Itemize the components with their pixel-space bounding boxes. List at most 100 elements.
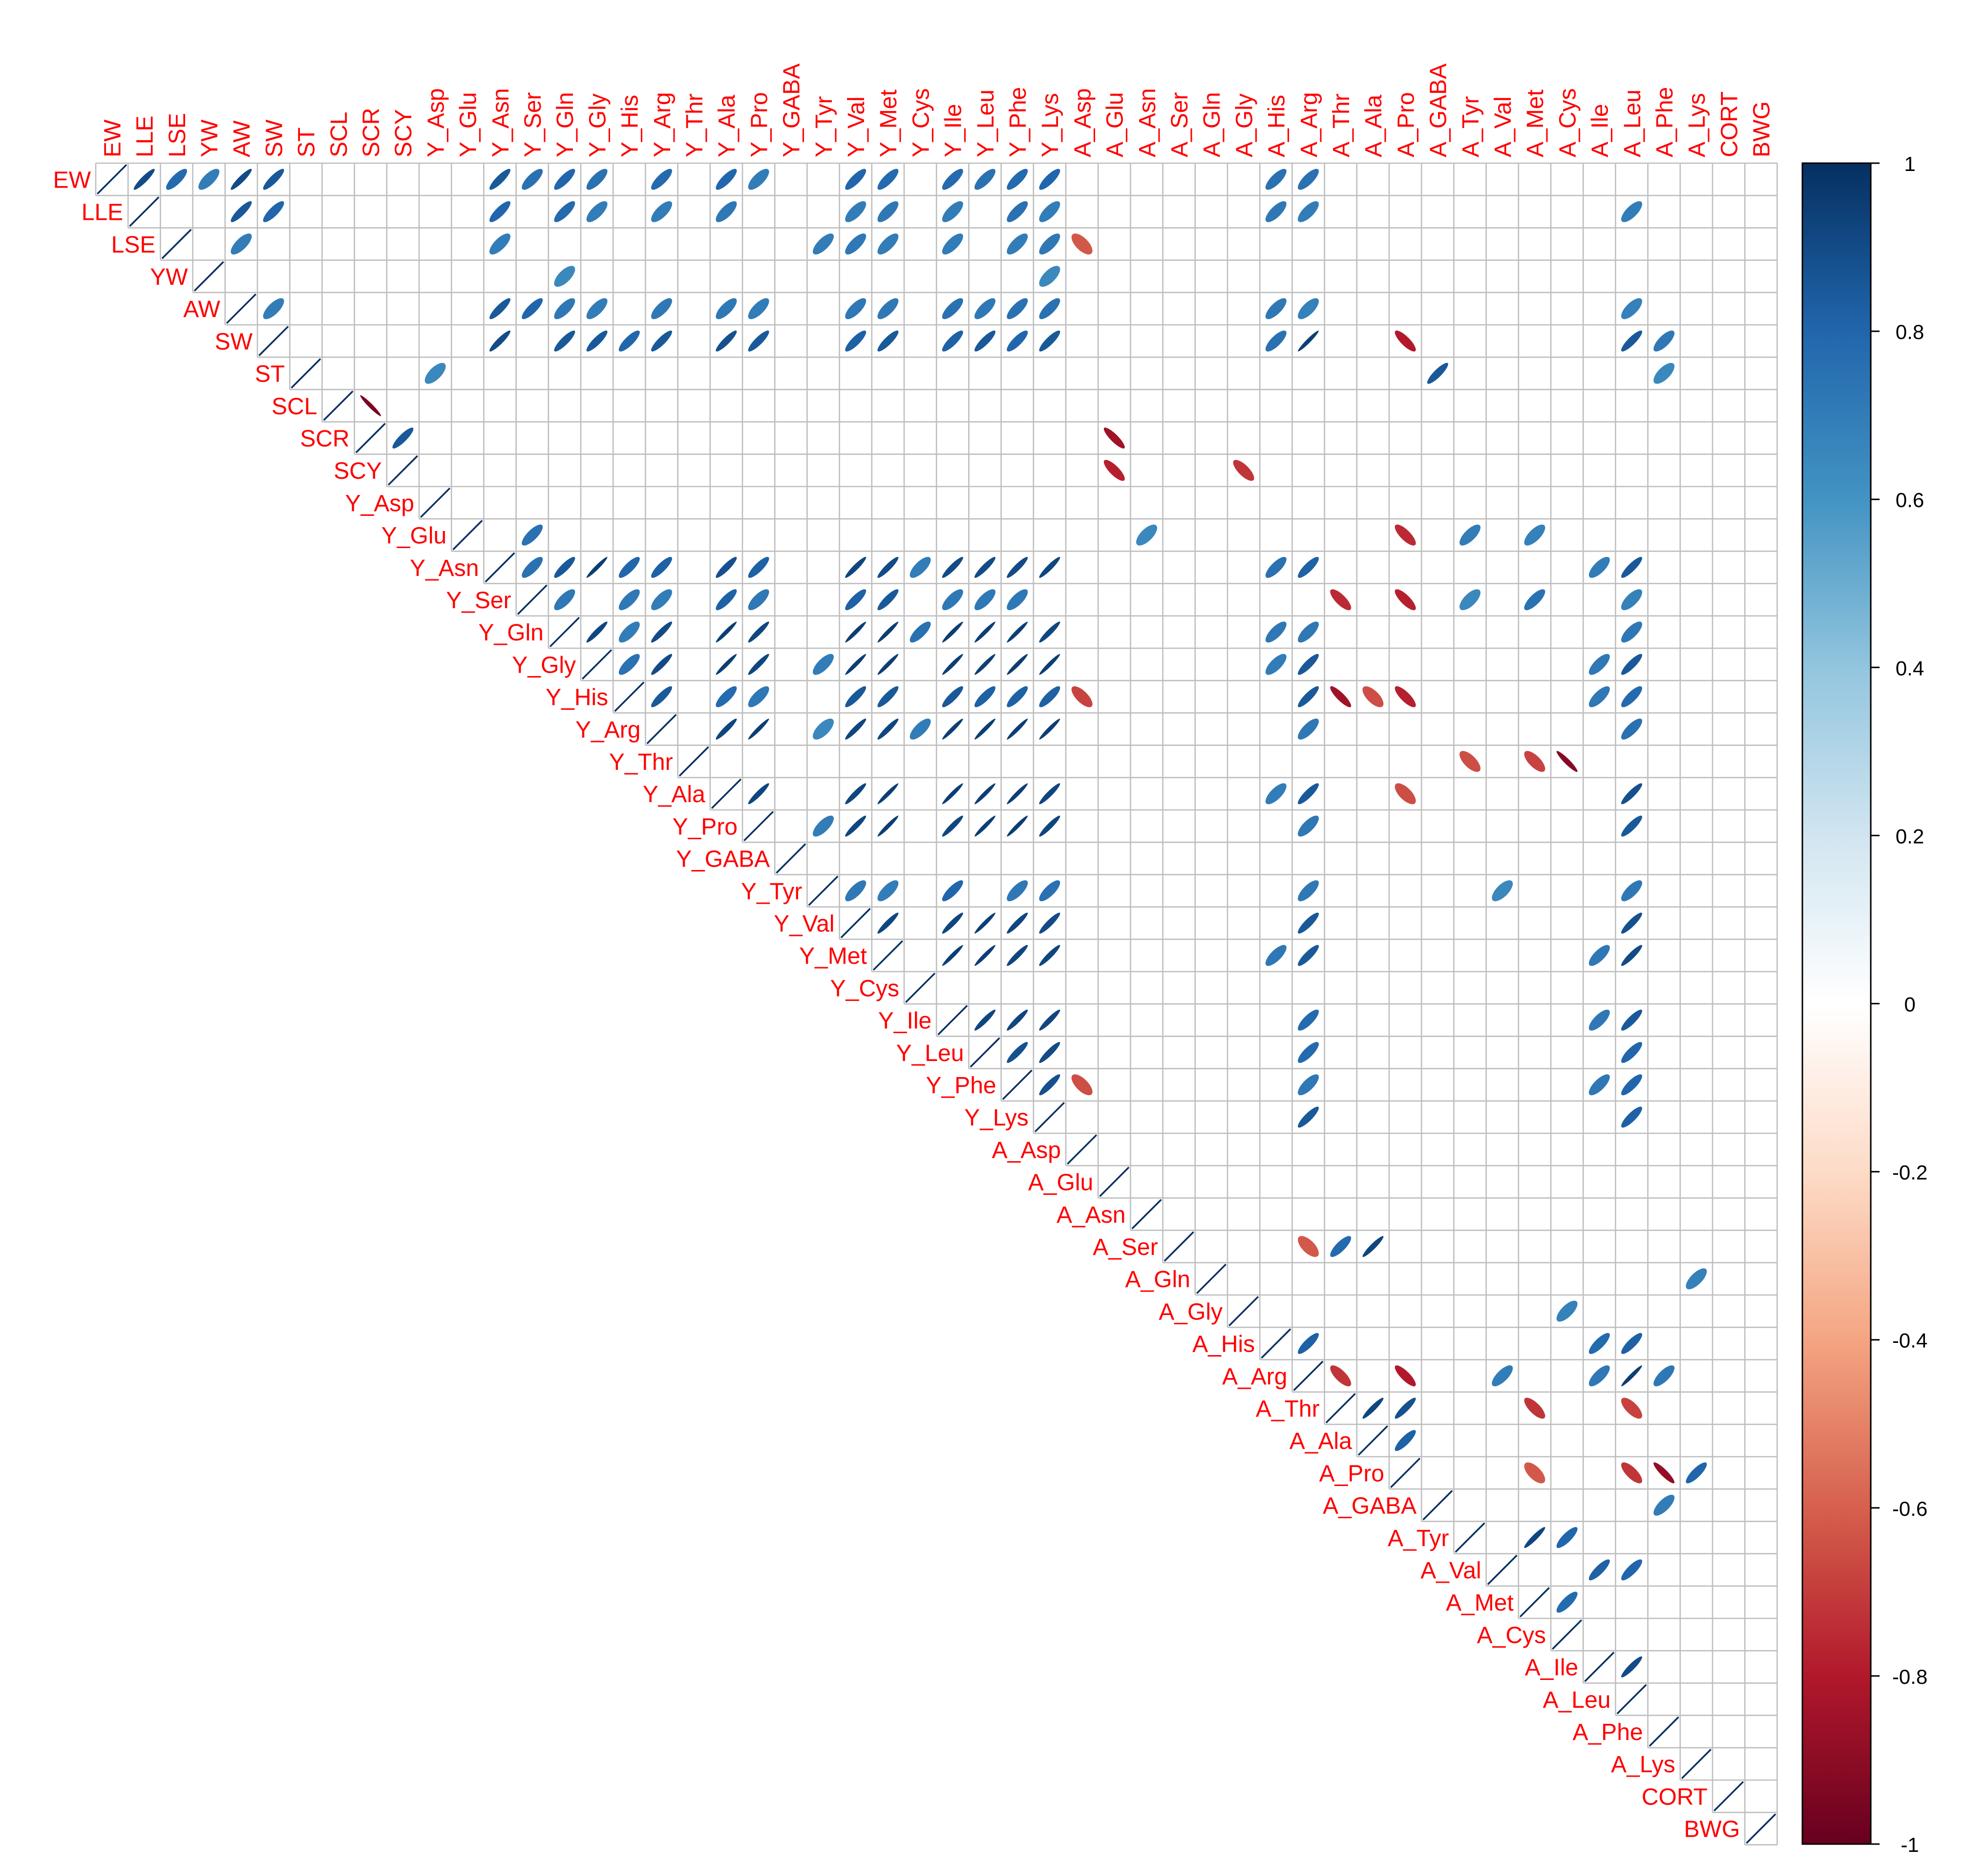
- diagonal-mark-aw: [226, 293, 256, 324]
- ellipse-a-val-a-leu: [1620, 1558, 1643, 1581]
- row-label-bwg: BWG: [1684, 1817, 1740, 1843]
- diagonal-mark-y-cys: [905, 973, 936, 1003]
- ellipse-y-gln-a-arg: [1297, 620, 1320, 643]
- ellipse-y-gln-y-val: [844, 620, 867, 643]
- ellipse-y-arg-y-pro: [747, 718, 770, 741]
- ellipse-y-tyr-y-met: [876, 879, 899, 902]
- row-label-a-asn: A_Asn: [1057, 1202, 1125, 1228]
- ellipse-y-ala-y-pro: [747, 782, 770, 805]
- ellipse-yw-y-gln: [553, 265, 576, 288]
- ellipse-y-gln-y-ala: [715, 620, 738, 643]
- ellipse-lle-y-met: [876, 200, 899, 223]
- row-label-a-gln: A_Gln: [1125, 1267, 1190, 1293]
- ellipse-sw-y-arg: [650, 330, 673, 353]
- row-label-lse: LSE: [111, 232, 156, 258]
- column-label-a-gaba: A_GABA: [1426, 64, 1452, 157]
- ellipse-y-his-y-ala: [715, 685, 738, 708]
- diagonal-marks: [97, 164, 1777, 1844]
- diagonal-mark-lse: [161, 229, 192, 259]
- column-label-cort: CORT: [1716, 91, 1742, 157]
- ellipse-sw-y-lys: [1038, 330, 1061, 353]
- colorbar-tick-label: 0.4: [1896, 657, 1924, 679]
- diagonal-mark-bwg: [1746, 1813, 1777, 1844]
- diagonal-mark-y-thr: [678, 746, 709, 777]
- ellipse-y-val-a-leu: [1620, 912, 1643, 934]
- ellipse-y-pro-y-phe: [1006, 815, 1029, 838]
- ellipse-ew-y-phe: [1006, 168, 1029, 191]
- column-label-yw: YW: [197, 119, 223, 157]
- diagonal-mark-y-ile: [937, 1005, 968, 1036]
- ellipse-y-gly-y-his: [618, 653, 641, 676]
- ellipse-lle-y-ile: [941, 200, 964, 223]
- colorbar-tick-label: 0.6: [1896, 488, 1924, 511]
- ellipse-y-ser-a-tyr: [1459, 588, 1481, 611]
- ellipse-y-asn-y-pro: [747, 556, 770, 579]
- ellipse-y-ala-y-met: [876, 782, 899, 805]
- ellipse-y-phe-a-ile: [1588, 1073, 1611, 1096]
- ellipse-y-ser-a-met: [1523, 588, 1546, 611]
- ellipse-sw-y-ala: [715, 330, 738, 353]
- ellipse-scy-a-glu: [1103, 459, 1126, 482]
- ellipse-y-ser-y-met: [876, 588, 899, 611]
- correlation-ellipses: [133, 168, 1708, 1678]
- ellipse-a-arg-a-phe: [1652, 1364, 1675, 1387]
- ellipse-y-leu-a-arg: [1297, 1041, 1320, 1064]
- ellipse-y-leu-y-lys: [1038, 1041, 1061, 1064]
- ellipse-aw-y-met: [876, 297, 899, 320]
- column-label-lse: LSE: [165, 113, 190, 157]
- ellipse-y-gln-y-met: [876, 620, 899, 643]
- row-label-cort: CORT: [1642, 1784, 1708, 1810]
- ellipse-sw-a-his: [1265, 330, 1288, 353]
- diagonal-mark-y-val: [840, 908, 871, 938]
- diagonal-mark-a-met: [1519, 1587, 1550, 1617]
- ellipse-y-met-a-his: [1265, 944, 1288, 967]
- ellipse-y-arg-y-phe: [1006, 718, 1029, 741]
- ellipse-aw-y-ile: [941, 297, 964, 320]
- row-label-a-his: A_His: [1192, 1332, 1255, 1358]
- row-label-a-ala: A_Ala: [1290, 1428, 1352, 1454]
- row-label-y-leu: Y_Leu: [896, 1040, 964, 1066]
- ellipse-a-thr-a-met: [1523, 1397, 1546, 1420]
- ellipse-y-gln-y-leu: [973, 620, 996, 643]
- ellipse-y-thr-a-cys: [1556, 750, 1579, 773]
- ellipse-y-asn-a-arg: [1297, 556, 1320, 579]
- ellipse-a-arg-a-ile: [1588, 1364, 1611, 1387]
- ellipse-y-glu-a-asn: [1135, 524, 1158, 547]
- ellipse-ew-aw: [230, 168, 253, 191]
- ellipse-aw-y-gln: [553, 297, 576, 320]
- ellipse-sw-a-phe: [1652, 330, 1675, 353]
- ellipse-y-arg-y-leu: [973, 718, 996, 741]
- diagonal-mark-scy: [387, 455, 418, 486]
- ellipse-st-y-asp: [424, 362, 447, 385]
- ellipse-y-ser-a-pro: [1394, 588, 1417, 611]
- ellipse-ew-a-arg: [1297, 168, 1320, 191]
- ellipse-y-gly-y-lys: [1038, 653, 1061, 676]
- ellipse-aw-y-val: [844, 297, 867, 320]
- row-label-scr: SCR: [300, 426, 349, 452]
- ellipse-y-gln-a-his: [1265, 620, 1288, 643]
- column-label-a-arg: A_Arg: [1296, 92, 1322, 157]
- ellipse-aw-a-his: [1265, 297, 1288, 320]
- ellipse-aw-y-ser: [521, 297, 544, 320]
- row-label-y-asn: Y_Asn: [410, 555, 479, 581]
- ellipse-a-met-a-cys: [1556, 1591, 1579, 1613]
- ellipse-st-a-phe: [1652, 362, 1675, 385]
- row-label-y-asp: Y_Asp: [345, 490, 414, 516]
- row-label-y-arg: Y_Arg: [575, 717, 640, 743]
- diagonal-mark-y-pro: [743, 811, 774, 842]
- colorbar-gradient: [1801, 162, 1872, 1845]
- ellipse-ew-y-met: [876, 168, 899, 191]
- ellipse-y-ala-y-phe: [1006, 782, 1029, 805]
- colorbar-tick-label: -0.2: [1892, 1161, 1927, 1184]
- ellipse-y-met-y-ile: [941, 944, 964, 967]
- ellipse-y-ala-y-lys: [1038, 782, 1061, 805]
- ellipse-y-his-y-ile: [941, 685, 964, 708]
- ellipse-y-gly-y-tyr: [812, 653, 835, 676]
- column-label-y-val: Y_Val: [844, 96, 869, 157]
- column-label-a-met: A_Met: [1523, 89, 1548, 157]
- ellipse-y-ser-y-gln: [553, 588, 576, 611]
- column-label-a-gly: A_Gly: [1231, 93, 1257, 157]
- ellipse-y-asn-y-arg: [650, 556, 673, 579]
- ellipse-y-ser-y-arg: [650, 588, 673, 611]
